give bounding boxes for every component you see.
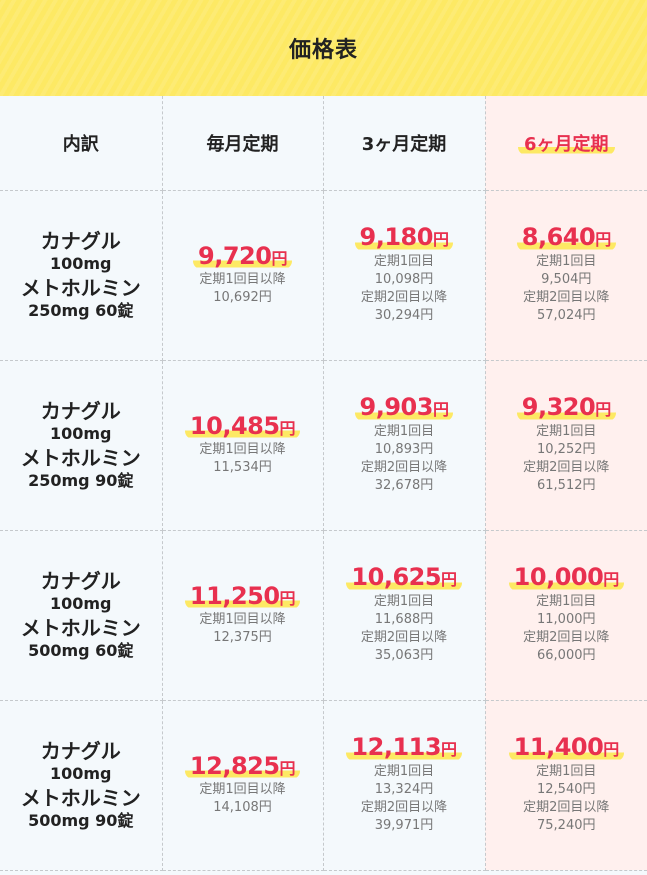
header-6-month: 6ヶ月定期 (485, 96, 647, 191)
table-row: カナグル 100mg メトホルミン 250mg 60錠 9,720円 定期1回目… (0, 190, 647, 361)
discount-price: 10,000円 (508, 564, 624, 591)
price-cell-monthly: 12,825円 定期1回目以降 14,108円 (162, 700, 324, 871)
first-order-value: 11,534円 (213, 460, 272, 476)
first-order-label: 定期1回目 (373, 593, 435, 609)
table-row: カナグル 100mg メトホルミン 500mg 90錠 12,825円 定期1回… (0, 700, 647, 871)
subsequent-order-value: 39,971円 (374, 818, 434, 834)
discount-price: 9,320円 (516, 394, 616, 421)
price-cell-monthly: 11,250円 定期1回目以降 12,375円 (162, 530, 324, 701)
subsequent-order-value: 32,678円 (374, 478, 434, 494)
item-name: カナグル 100mg メトホルミン 500mg 60錠 (20, 569, 141, 660)
first-order-label: 定期1回目以降 (199, 442, 286, 457)
price-cell-six-month: 9,320円 定期1回目 10,252円 定期2回目以降 61,512円 (485, 360, 647, 531)
header-3-month: 3ヶ月定期 (323, 96, 486, 191)
first-order-label: 定期1回目以降 (199, 612, 286, 627)
first-order-value: 11,000円 (537, 612, 596, 627)
discount-price: 11,250円 (184, 582, 301, 609)
first-order-label: 定期1回目 (536, 763, 597, 779)
subsequent-order-label: 定期2回目以降 (360, 460, 448, 476)
first-order-value: 13,324円 (374, 782, 434, 797)
first-order-label: 定期1回目 (373, 253, 435, 269)
discount-price: 9,720円 (193, 242, 292, 269)
item-name: カナグル 100mg メトホルミン 250mg 60錠 (20, 229, 141, 320)
header-row: 内訳 毎月定期 3ヶ月定期 6ヶ月定期 (0, 96, 647, 191)
first-order-label: 定期1回目以降 (199, 272, 286, 287)
first-order-value: 9,504円 (541, 272, 592, 287)
first-order-value: 11,688円 (374, 612, 434, 627)
highlighted-header-label: 6ヶ月定期 (517, 133, 615, 155)
price-table: 内訳 毎月定期 3ヶ月定期 6ヶ月定期 カナグル 100mg メトホルミン 25… (0, 96, 647, 871)
item-name: カナグル 100mg メトホルミン 250mg 90錠 (20, 399, 141, 490)
discount-price: 9,903円 (354, 394, 454, 421)
first-order-label: 定期1回目 (536, 593, 597, 609)
subsequent-order-label: 定期2回目以降 (360, 800, 448, 816)
price-cell-three-month: 10,625円 定期1回目 11,688円 定期2回目以降 35,063円 (323, 530, 486, 701)
item-cell: カナグル 100mg メトホルミン 250mg 60錠 (0, 190, 163, 361)
price-cell-six-month: 8,640円 定期1回目 9,504円 定期2回目以降 57,024円 (485, 190, 647, 361)
page-title: 価格表 (288, 38, 358, 63)
first-order-value: 10,252円 (537, 442, 596, 457)
item-name: カナグル 100mg メトホルミン 500mg 90錠 (20, 739, 141, 830)
price-cell-six-month: 11,400円 定期1回目 12,540円 定期2回目以降 75,240円 (485, 700, 647, 871)
first-order-value: 12,540円 (537, 782, 596, 797)
discount-price: 12,113円 (346, 734, 462, 761)
discount-price: 10,625円 (346, 564, 462, 591)
item-cell: カナグル 100mg メトホルミン 250mg 90錠 (0, 360, 163, 531)
first-order-label: 定期1回目 (373, 763, 435, 779)
first-order-value: 10,098円 (374, 272, 434, 287)
discount-price: 8,640円 (516, 224, 616, 251)
subsequent-order-value: 57,024円 (537, 308, 596, 324)
subsequent-order-value: 61,512円 (537, 478, 596, 494)
subsequent-order-label: 定期2回目以降 (523, 800, 610, 816)
item-cell: カナグル 100mg メトホルミン 500mg 90錠 (0, 700, 163, 871)
price-cell-monthly: 9,720円 定期1回目以降 10,692円 (162, 190, 324, 361)
discount-price: 12,825円 (184, 752, 301, 779)
title-band: 価格表 (0, 0, 647, 96)
first-order-value: 10,893円 (374, 442, 434, 457)
first-order-label: 定期1回目 (536, 423, 597, 439)
first-order-value: 14,108円 (213, 800, 272, 816)
first-order-value: 12,375円 (213, 630, 272, 646)
subsequent-order-label: 定期2回目以降 (360, 290, 448, 306)
first-order-label: 定期1回目以降 (199, 782, 286, 797)
subsequent-order-value: 30,294円 (374, 308, 434, 324)
first-order-label: 定期1回目 (373, 423, 435, 439)
price-cell-monthly: 10,485円 定期1回目以降 11,534円 (162, 360, 324, 531)
header-breakdown: 内訳 (0, 96, 163, 191)
table-row: カナグル 100mg メトホルミン 250mg 90錠 10,485円 定期1回… (0, 360, 647, 531)
discount-price: 9,180円 (354, 224, 454, 251)
price-cell-three-month: 9,180円 定期1回目 10,098円 定期2回目以降 30,294円 (323, 190, 486, 361)
subsequent-order-label: 定期2回目以降 (360, 630, 448, 646)
price-cell-three-month: 9,903円 定期1回目 10,893円 定期2回目以降 32,678円 (323, 360, 486, 531)
price-cell-six-month: 10,000円 定期1回目 11,000円 定期2回目以降 66,000円 (485, 530, 647, 701)
subsequent-order-value: 66,000円 (537, 648, 596, 664)
subsequent-order-label: 定期2回目以降 (523, 290, 610, 306)
discount-price: 10,485円 (184, 412, 301, 439)
header-monthly: 毎月定期 (162, 96, 324, 191)
item-cell: カナグル 100mg メトホルミン 500mg 60錠 (0, 530, 163, 701)
subsequent-order-label: 定期2回目以降 (523, 630, 610, 646)
table-row: カナグル 100mg メトホルミン 500mg 60錠 11,250円 定期1回… (0, 530, 647, 701)
subsequent-order-value: 75,240円 (537, 818, 596, 834)
price-cell-three-month: 12,113円 定期1回目 13,324円 定期2回目以降 39,971円 (323, 700, 486, 871)
subsequent-order-label: 定期2回目以降 (523, 460, 610, 476)
discount-price: 11,400円 (508, 734, 624, 761)
first-order-value: 10,692円 (213, 290, 272, 306)
first-order-label: 定期1回目 (536, 253, 597, 269)
subsequent-order-value: 35,063円 (374, 648, 434, 664)
